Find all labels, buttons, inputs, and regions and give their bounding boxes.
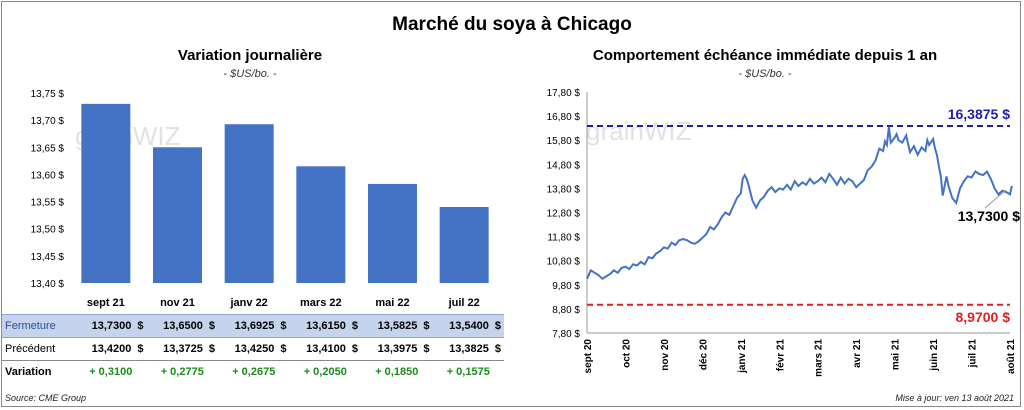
- source-note: Source: CME Group: [5, 393, 87, 403]
- bar-chart: grainWIZ 13,40 $13,45 $13,50 $13,55 $13,…: [31, 89, 489, 309]
- currency-symbol: $: [208, 343, 215, 355]
- previous-cell: 13,4100 $: [289, 337, 361, 361]
- bar-x-tick-label: nov 21: [160, 297, 195, 309]
- previous-cell: 13,3725 $: [146, 337, 218, 361]
- close-value: 13,7300: [91, 320, 132, 332]
- bar-y-tick-label: 13,60 $: [31, 170, 65, 181]
- bar-x-tick-label: mai 22: [375, 297, 409, 309]
- previous-row-label: Précédent: [2, 337, 75, 361]
- currency-symbol: $: [351, 320, 358, 332]
- close-cell: 13,6925 $: [218, 314, 290, 338]
- close-value: 13,5825: [377, 320, 418, 332]
- close-cell: 13,5825 $: [361, 314, 433, 338]
- update-note: Mise à jour: ven 13 août 2021: [895, 393, 1014, 403]
- close-row-label: Fermeture: [2, 314, 75, 338]
- table-row-variation: Variation + 0,3100 + 0,2775 + 0,2675 + 0…: [2, 361, 504, 384]
- right-chart-title: Comportement échéance immédiate depuis 1…: [592, 47, 938, 64]
- currency-symbol: $: [423, 320, 430, 332]
- bar: [153, 147, 202, 283]
- previous-value: 13,3825: [449, 343, 489, 355]
- close-cell: 13,7300 $: [75, 314, 147, 338]
- bar-x-tick-label: janv 22: [230, 297, 268, 309]
- bar-y-tick-label: 13,55 $: [31, 198, 65, 209]
- currency-symbol: $: [494, 343, 501, 355]
- left-chart-unit: - $US/bo. -: [223, 68, 277, 80]
- close-value: 13,5400: [449, 320, 489, 332]
- close-cell: 13,5400 $: [432, 314, 504, 338]
- bar: [296, 166, 346, 283]
- close-value: 13,6150: [306, 320, 346, 332]
- currency-symbol: $: [280, 343, 287, 355]
- bar: [368, 183, 417, 283]
- previous-value: 13,3725: [163, 343, 203, 355]
- bar: [439, 207, 489, 283]
- bar-y-tick-label: 13,50 $: [31, 225, 65, 236]
- bar-y-tick-label: 13,70 $: [31, 116, 65, 127]
- previous-cell: 13,4200 $: [75, 337, 147, 361]
- currency-symbol: $: [137, 320, 144, 332]
- previous-value: 13,3975: [377, 343, 418, 355]
- previous-cell: 13,3975 $: [361, 337, 433, 361]
- close-value: 13,6500: [163, 320, 203, 332]
- bar-x-tick-label: sept 21: [87, 297, 125, 309]
- close-cell: 13,6150 $: [289, 314, 361, 338]
- variation-value: + 0,1850: [375, 366, 419, 378]
- variation-value: + 0,2675: [232, 366, 276, 378]
- right-chart-unit: - $US/bo. -: [738, 68, 792, 80]
- variation-value: + 0,2775: [160, 366, 204, 378]
- currency-symbol: $: [494, 320, 501, 332]
- currency-symbol: $: [351, 343, 358, 355]
- bar: [81, 103, 131, 283]
- previous-cell: 13,4250 $: [218, 337, 290, 361]
- price-table: Fermeture 13,7300 $ 13,6500 $ 13,6925 $ 13,…: [2, 314, 504, 383]
- bar-x-tick-label: mars 22: [300, 297, 342, 309]
- currency-symbol: $: [280, 320, 287, 332]
- close-cell: 13,6500 $: [146, 314, 218, 338]
- close-value: 13,6925: [234, 320, 275, 332]
- main-title: Marché du soya à Chicago: [392, 14, 632, 35]
- bar-y-tick-label: 13,45 $: [31, 252, 65, 263]
- variation-value: + 0,1575: [446, 366, 490, 378]
- currency-symbol: $: [137, 343, 144, 355]
- bar-x-tick-label: juil 22: [448, 297, 480, 309]
- previous-value: 13,4250: [234, 343, 275, 355]
- table-row-previous: Précédent 13,4200 $ 13,3725 $ 13,4250 $ 13,…: [2, 337, 504, 361]
- currency-symbol: $: [423, 343, 430, 355]
- bar-y-tick-label: 13,40 $: [31, 279, 65, 290]
- variation-value: + 0,2050: [303, 366, 347, 378]
- bar: [224, 124, 274, 283]
- bar-y-tick-label: 13,65 $: [31, 143, 65, 154]
- left-chart-title: Variation journalière: [177, 47, 323, 64]
- previous-cell: 13,3825 $: [432, 337, 504, 361]
- bar-y-tick-label: 13,75 $: [31, 89, 65, 100]
- variation-value: + 0,3100: [89, 366, 133, 378]
- previous-value: 13,4100: [306, 343, 346, 355]
- variation-row-label: Variation: [5, 366, 52, 378]
- previous-value: 13,4200: [91, 343, 132, 355]
- table-row-close: Fermeture 13,7300 $ 13,6500 $ 13,6925 $ 13,…: [2, 314, 504, 338]
- currency-symbol: $: [208, 320, 215, 332]
